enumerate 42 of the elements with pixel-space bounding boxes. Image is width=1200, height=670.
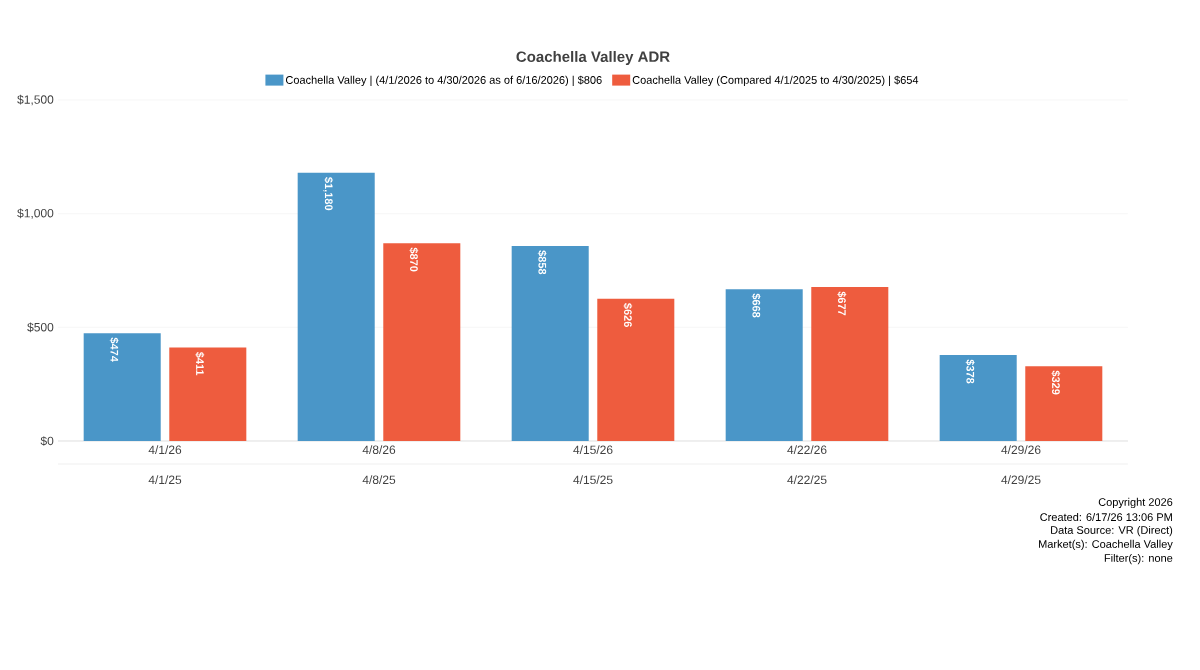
data-label: $668 <box>751 293 761 318</box>
y-tick-label: $500 <box>27 322 54 333</box>
y-tick-label: $0 <box>40 436 54 446</box>
data-label: $1,180 <box>323 177 334 211</box>
x-tick-label: 4/15/26 <box>573 445 613 455</box>
bar <box>725 289 803 441</box>
data-label: $474 <box>109 337 119 362</box>
bar <box>383 243 461 441</box>
x-tick-label: 4/22/26 <box>787 445 827 455</box>
text: 4/22/25 <box>787 475 827 485</box>
data-label: $411 <box>195 351 205 376</box>
data-label: $870 <box>409 247 419 272</box>
bar <box>939 355 1017 441</box>
text: Created: 6/17/26 13:06 PM <box>1040 512 1172 522</box>
bar <box>169 347 247 441</box>
bar <box>83 333 161 441</box>
text: Market(s): Coachella Valley <box>1039 539 1173 551</box>
bar <box>811 287 889 441</box>
bar <box>297 172 375 441</box>
data-label: $858 <box>537 250 547 275</box>
bar <box>1025 366 1103 441</box>
data-label: $378 <box>965 359 975 384</box>
data-label: $329 <box>1051 370 1061 395</box>
x-tick-label: 4/29/26 <box>1001 445 1041 455</box>
data-label: $677 <box>837 291 847 316</box>
source-note: Data Source: VR (Direct) <box>1051 525 1173 537</box>
y-tick-label: $1,500 <box>17 94 54 106</box>
chart-title: Coachella Valley ADR <box>516 50 670 65</box>
text: 4/8/25 <box>362 475 396 485</box>
x-tick-label: 4/1/26 <box>148 445 182 455</box>
legend-label: Coachella Valley | (4/1/2026 to 4/30/2026 as of 6/16/2026) | $806 <box>285 75 602 87</box>
legend-label: Coachella Valley (Compared 4/1/2025 to 4/30/2025) | $654 <box>632 75 919 87</box>
text: 4/29/25 <box>1001 475 1041 485</box>
data-label: $626 <box>623 303 633 327</box>
text: 4/15/25 <box>573 475 613 485</box>
x-tick-label: 4/8/26 <box>362 445 396 455</box>
text: Copyright 2026 <box>1098 497 1173 509</box>
y-tick-label: $1,000 <box>17 208 54 219</box>
text: 4/1/25 <box>148 475 182 485</box>
bar <box>597 298 675 441</box>
bar <box>511 245 589 441</box>
text: Filter(s): none <box>1104 553 1173 565</box>
